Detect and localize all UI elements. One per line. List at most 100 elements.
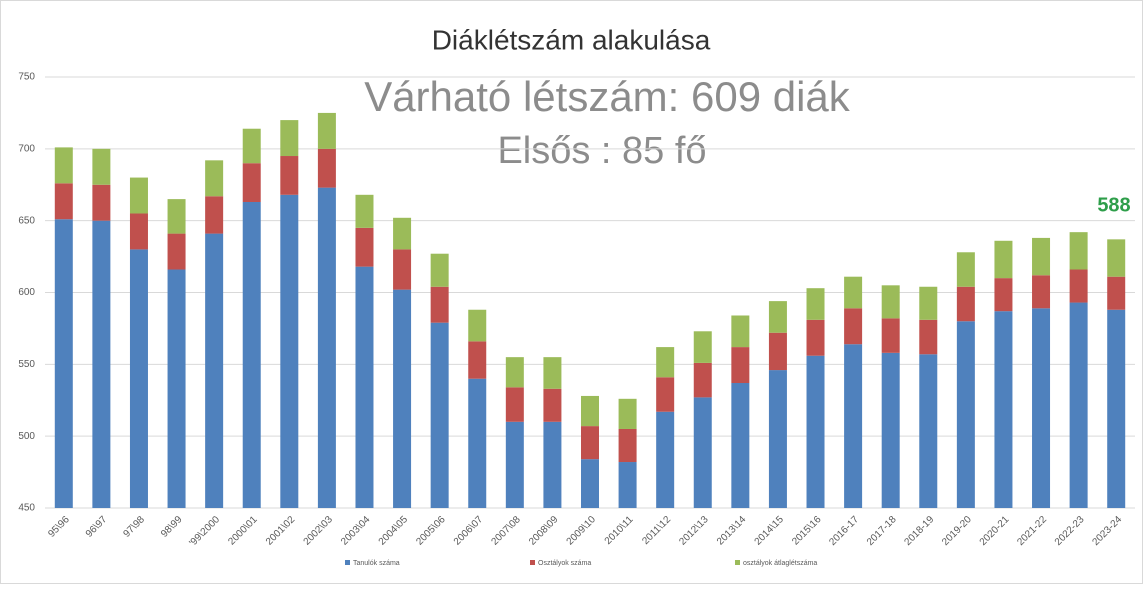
bar-segment — [280, 156, 299, 195]
bar-segment — [355, 194, 374, 228]
bar-segment — [317, 112, 336, 149]
bar-segment — [881, 352, 900, 508]
bar-segment — [393, 217, 412, 250]
y-tick-label: 750 — [18, 72, 35, 83]
bar-segment — [1032, 237, 1051, 276]
bar-segment — [317, 148, 336, 188]
bar-segment — [844, 344, 863, 508]
bar-segment — [242, 201, 261, 509]
y-tick-label: 550 — [18, 359, 35, 370]
annotation: Várható létszám: 609 diák — [364, 73, 851, 120]
bar-segment — [543, 388, 562, 422]
bar-segment — [430, 253, 449, 287]
bar-segment — [242, 128, 261, 164]
bar-segment — [768, 332, 787, 371]
bar-segment — [731, 315, 750, 348]
bar-segment — [505, 357, 524, 388]
bar-segment — [656, 347, 675, 378]
bar-segment — [994, 311, 1013, 508]
bar-segment — [1032, 308, 1051, 508]
bar-segment — [806, 319, 825, 356]
bar-segment — [242, 163, 261, 202]
bar-segment — [806, 355, 825, 508]
bar-segment — [956, 321, 975, 508]
bar-segment — [1107, 309, 1126, 508]
legend-label: Tanulók száma — [353, 560, 400, 567]
bar-segment — [543, 421, 562, 508]
bar-segment — [54, 183, 73, 220]
y-tick-label: 600 — [18, 287, 35, 298]
bar-segment — [618, 462, 637, 508]
bar-segment — [1069, 302, 1088, 508]
bar-segment — [768, 370, 787, 508]
bar-segment — [355, 227, 374, 267]
bar-segment — [581, 395, 599, 427]
bar-segment — [919, 354, 938, 508]
legend-swatch — [345, 560, 350, 565]
bar-segment — [919, 319, 938, 355]
bar-segment — [768, 301, 787, 333]
bar-segment — [280, 194, 299, 508]
annotation: Elsős : 85 fő — [497, 130, 706, 172]
bar-segment — [844, 276, 863, 309]
chart-title: Diáklétszám alakulása — [432, 24, 711, 55]
legend-swatch — [530, 560, 535, 565]
bar-segment — [167, 269, 186, 508]
bar-segment — [468, 341, 487, 379]
bar-segment — [505, 421, 524, 508]
bar-segment — [205, 233, 224, 508]
bar-segment — [618, 398, 637, 429]
bar-segment — [468, 309, 487, 342]
bar-segment — [956, 286, 975, 322]
bar-segment — [656, 411, 675, 508]
bar-segment — [806, 288, 825, 320]
legend-label: osztályok átlaglétszáma — [743, 560, 817, 567]
bar-segment — [956, 252, 975, 287]
bar-segment — [731, 383, 750, 508]
bar-segment — [1069, 232, 1088, 270]
bar-segment — [54, 147, 73, 184]
bar-segment — [129, 249, 148, 508]
bar-segment — [581, 459, 599, 508]
bar-segment — [994, 240, 1013, 279]
bar-segment — [618, 428, 637, 463]
bar-segment — [355, 266, 374, 508]
y-tick-label: 500 — [18, 431, 35, 442]
bar-segment — [468, 378, 487, 508]
bar-segment — [881, 285, 900, 319]
y-tick-label: 700 — [18, 143, 35, 154]
bar-segment — [543, 357, 562, 389]
bar-segment — [430, 286, 449, 323]
bar-segment — [280, 120, 299, 157]
bar-segment — [393, 289, 412, 508]
bar-segment — [881, 318, 900, 353]
bar-segment — [656, 377, 675, 412]
bar-segment — [167, 199, 186, 234]
bar-segment — [92, 184, 111, 221]
annotation: 588 — [1097, 194, 1130, 216]
bar-segment — [92, 148, 111, 185]
bar-segment — [731, 347, 750, 384]
legend-label: Osztályok száma — [538, 560, 591, 567]
bar-segment — [205, 160, 224, 197]
bar-segment — [129, 177, 148, 214]
y-tick-label: 650 — [18, 215, 35, 226]
bar-segment — [430, 322, 449, 508]
bar-segment — [129, 213, 148, 250]
bar-segment — [505, 387, 524, 422]
bar-segment — [205, 196, 224, 234]
bar-segment — [693, 331, 712, 363]
bar-segment — [167, 233, 186, 270]
bar-segment — [1107, 239, 1126, 277]
bar-segment — [92, 220, 111, 508]
bar-segment — [844, 308, 863, 345]
bar-segment — [919, 286, 938, 320]
bar-segment — [581, 426, 599, 460]
bar-segment — [994, 278, 1013, 312]
y-tick-label: 450 — [18, 503, 35, 514]
bar-segment — [1107, 276, 1126, 310]
bar-segment — [54, 219, 73, 509]
bar-segment — [393, 249, 412, 290]
bar-segment — [317, 187, 336, 508]
